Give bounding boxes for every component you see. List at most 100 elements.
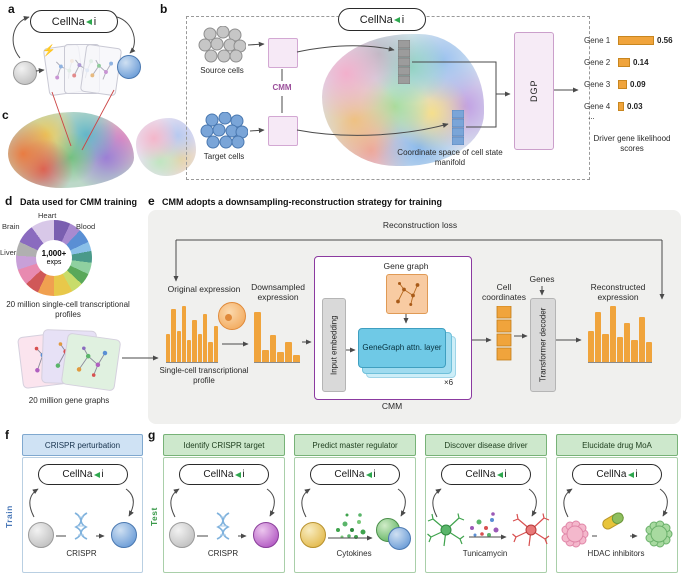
cell-coordinates-stack <box>496 306 512 361</box>
cellnavi-logo: CellNa i <box>441 464 531 485</box>
cytokines-dots-icon <box>336 513 366 539</box>
gene-network-icon <box>396 282 420 306</box>
logo-text-pre: CellNa <box>596 469 627 480</box>
input-embedding-block: Input embedding <box>322 298 346 392</box>
manifold-large <box>8 112 134 188</box>
genes-label: Genes <box>529 274 555 284</box>
gene-name: Gene 1 <box>584 35 611 45</box>
gene-score-value: 0.09 <box>630 79 646 89</box>
tunicamycin-label: Tunicamycin <box>462 549 508 558</box>
logo-text-pre: CellNa <box>62 469 93 480</box>
navigation-arrow-icon <box>86 18 93 25</box>
logo-text-pre: CellNa <box>359 13 393 26</box>
gene-network-icon <box>76 346 108 377</box>
crispr-perturbation-header: CRISPR perturbation <box>22 434 143 456</box>
cellnavi-logo: CellNa i <box>38 464 128 485</box>
logo-text-post: i <box>373 469 376 480</box>
source-cells-cluster <box>198 26 246 63</box>
cellnavi-logo: CellNa i <box>338 8 426 31</box>
panel-e-label: e <box>148 194 155 208</box>
source-cells-label: Source cells <box>200 66 244 75</box>
donut-label-blood: Blood <box>76 222 96 231</box>
logo-text-post: i <box>101 469 104 480</box>
cytokines-label: Cytokines <box>336 549 372 558</box>
gene-score-bar <box>618 79 627 89</box>
train-side-label: Train <box>4 505 14 528</box>
logo-text-post: i <box>504 469 507 480</box>
cell-icon-untreated <box>561 520 589 548</box>
navigation-arrow-icon <box>627 471 634 478</box>
panel-a-label: a <box>8 2 15 16</box>
perturbed-cell-circle <box>253 522 279 548</box>
panel-e-title: CMM adopts a downsampling-reconstruction… <box>162 197 443 207</box>
cell-icon-treated <box>645 520 673 548</box>
cellnavi-logo: CellNa i <box>310 464 400 485</box>
downsampled-histogram <box>254 312 300 363</box>
dna-helix-icon <box>216 512 230 540</box>
neuron-icon-diseased <box>512 513 550 547</box>
source-cell-circle <box>13 61 37 85</box>
panel-f-label: f <box>5 428 9 442</box>
crispr-label: CRISPR <box>207 549 239 558</box>
hdac-inhibitors-label: HDAC inhibitors <box>587 549 645 558</box>
gene-graph-label: Gene graph <box>383 261 429 271</box>
graphs-caption: 20 million gene graphs <box>28 396 110 405</box>
dgp-label: DGP <box>529 79 539 103</box>
logo-text-post: i <box>635 469 638 480</box>
donut-center-value: 1,000+ <box>41 249 67 259</box>
gene-graph-card <box>60 332 122 392</box>
panel-b-label: b <box>160 2 168 16</box>
task-header-master-regulator: Predict master regulator <box>294 434 416 456</box>
cmm-module-label: CMM <box>381 401 403 411</box>
gene-network-icon <box>90 59 114 80</box>
unperturbed-cell-circle <box>169 522 195 548</box>
manifold-small <box>136 118 196 176</box>
navigation-arrow-icon <box>394 16 401 23</box>
cmm-block-bottom <box>268 116 298 146</box>
single-cell-profile-label: Single-cell transcriptional profile <box>159 366 249 385</box>
genegraph-attn-layer: GeneGraph attn. layer <box>358 328 446 368</box>
transformer-decoder-block: Transformer decoder <box>530 298 556 392</box>
gene-score-bar <box>618 57 630 67</box>
gene-score-value: 0.03 <box>627 101 643 111</box>
gene-name: Gene 4 <box>584 101 611 111</box>
panel-d-label: d <box>5 194 13 208</box>
donut-center-unit: exps <box>46 258 62 266</box>
reconstruction-loss-label: Reconstruction loss <box>382 220 458 230</box>
donut-label-heart: Heart <box>38 211 57 220</box>
navigation-arrow-icon <box>234 471 241 478</box>
source-coordinate-stack <box>398 40 410 84</box>
gene-name: Gene 2 <box>584 57 611 67</box>
gene-score-bar <box>618 101 624 111</box>
cmm-block-top <box>268 38 298 68</box>
unperturbed-cell-circle <box>28 522 54 548</box>
cellnavi-logo: CellNa i <box>30 10 118 33</box>
logo-text-post: i <box>242 469 245 480</box>
perturbation-card <box>79 43 123 97</box>
perturbed-cell-circle <box>111 522 137 548</box>
repeat-count-label: ×6 <box>444 378 454 387</box>
input-embedding-label: Input embedding <box>329 315 339 375</box>
logo-text-post: i <box>93 15 97 28</box>
lightning-icon: ⚡ <box>42 45 56 57</box>
original-expression-histogram <box>166 306 218 363</box>
crispr-label: CRISPR <box>66 549 97 558</box>
tunicamycin-dots-icon <box>470 512 499 537</box>
gene-bar-row: Gene 2 0.14 <box>584 56 649 68</box>
gene-ellipsis: ... <box>588 112 595 121</box>
dgp-block: DGP <box>514 32 554 150</box>
target-cell-circle <box>117 55 141 79</box>
gene-graph-block <box>386 274 428 314</box>
navigation-arrow-icon <box>93 471 100 478</box>
dna-helix-icon <box>74 512 88 540</box>
cellnavi-logo: CellNa i <box>179 464 269 485</box>
original-expression-label: Original expression <box>167 284 241 294</box>
drug-capsule-icon <box>602 512 624 530</box>
reconstructed-expression-label: Reconstructed expression <box>590 282 646 303</box>
cellnavi-logo: CellNa i <box>572 464 662 485</box>
gene-score-bar <box>618 35 654 45</box>
logo-text-pre: CellNa <box>334 469 365 480</box>
gene-bar-row: Gene 3 0.09 <box>584 78 646 90</box>
profiles-caption: 20 million single-cell transcriptional p… <box>6 300 130 319</box>
